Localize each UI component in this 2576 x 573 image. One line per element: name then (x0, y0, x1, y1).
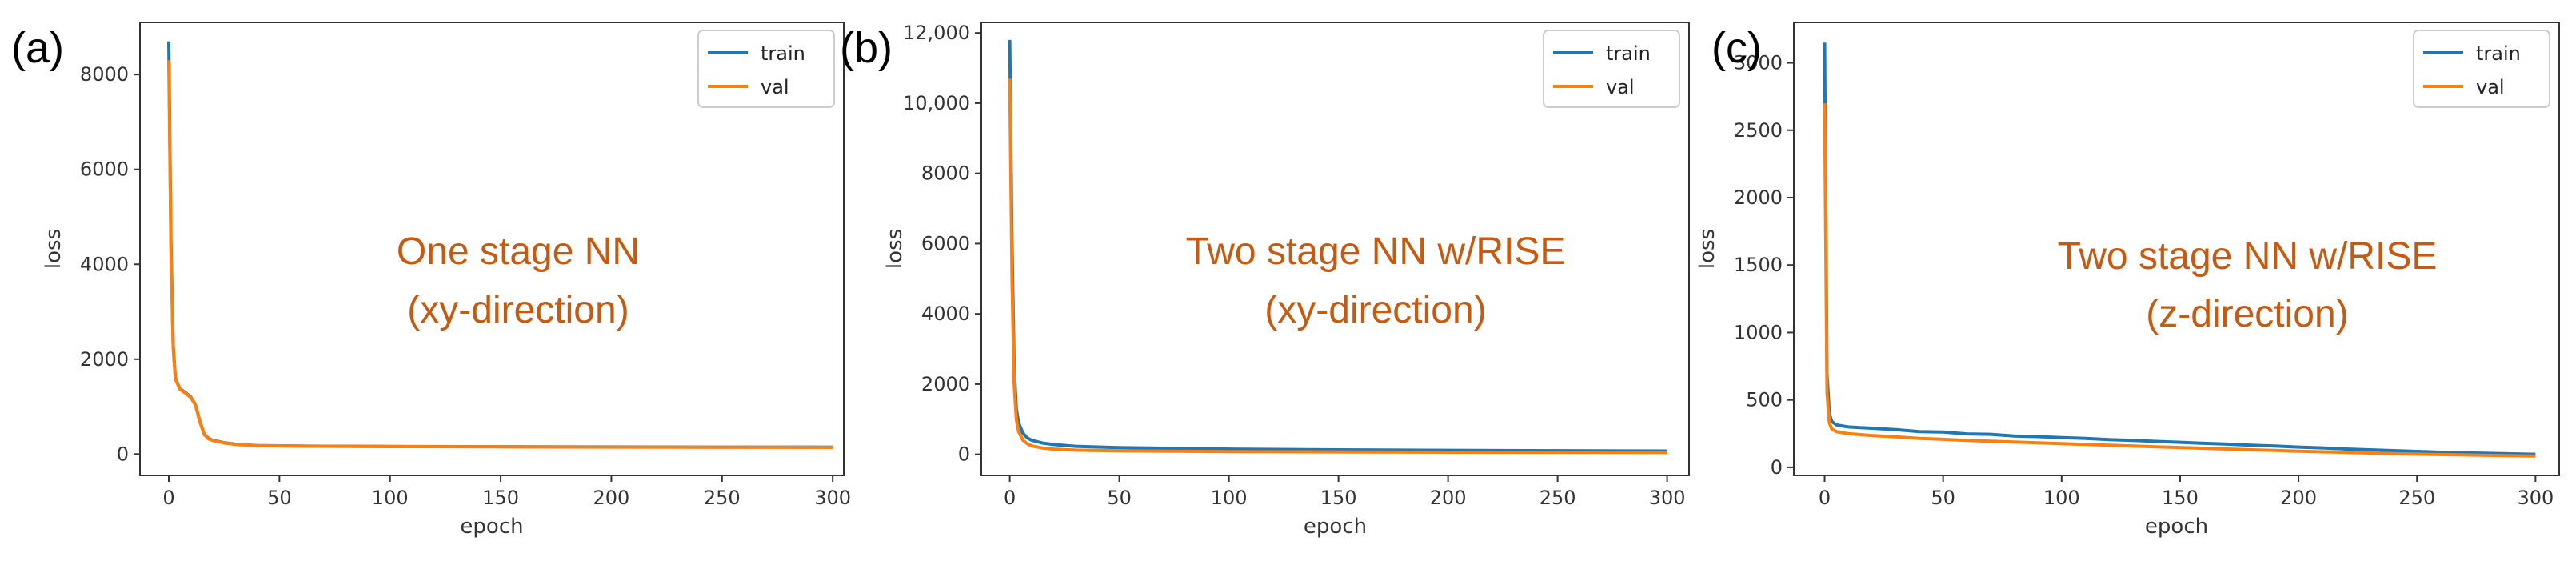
series-line-train (1823, 42, 2536, 456)
y-tick-label: 6000 (80, 158, 129, 181)
legend-label-val: val (761, 76, 789, 98)
panel-c: 0 50 100 150 200 250 3000500100015002000250030… (1695, 22, 2560, 539)
y-axis-label: loss (1695, 229, 1719, 269)
x-axis-label: epoch (460, 515, 523, 539)
x-tick-label: 50 (1107, 487, 1132, 509)
y-axis-label: loss (42, 229, 66, 269)
series-line-val (1823, 103, 2536, 458)
y-tick-label: 2000 (921, 373, 970, 395)
panel-label: (a) (11, 24, 64, 72)
y-tick-label: 8000 (80, 63, 129, 86)
y-tick-label: 0 (1771, 456, 1783, 479)
x-tick-label: 50 (267, 487, 292, 509)
x-tick-label: 50 (1931, 487, 1955, 509)
legend-label-val: val (1606, 76, 1635, 98)
y-tick-label: 3000 (1734, 52, 1783, 74)
annotation-direction: (xy-direction) (407, 289, 629, 331)
x-tick-label: 200 (1430, 487, 1467, 509)
x-tick-label: 0 (162, 487, 174, 509)
x-tick-label: 300 (2517, 487, 2554, 509)
legend-label-train: train (2476, 42, 2521, 65)
y-tick-label: 8000 (921, 162, 970, 185)
x-tick-label: 150 (1320, 487, 1357, 509)
legend-label-train: train (761, 42, 805, 65)
y-tick-label: 6000 (921, 232, 970, 254)
y-tick-label: 0 (117, 443, 129, 465)
series-line-val (167, 60, 833, 449)
x-tick-label: 100 (1211, 487, 1248, 509)
y-tick-label: 1000 (1734, 321, 1783, 343)
y-tick-label: 2000 (1734, 186, 1783, 209)
x-tick-label: 200 (593, 487, 630, 509)
y-tick-label: 12,000 (903, 22, 970, 44)
x-tick-label: 200 (2280, 487, 2317, 509)
series-line-val (1008, 78, 1667, 455)
y-tick-label: 500 (1746, 389, 1783, 411)
y-tick-label: 4000 (921, 303, 970, 325)
y-tick-label: 2000 (80, 348, 129, 371)
x-tick-label: 250 (704, 487, 741, 509)
panel-label: (b) (840, 24, 893, 72)
annotation-title: Two stage NN w/RISE (1186, 230, 1566, 273)
x-tick-label: 250 (1540, 487, 1576, 509)
x-tick-label: 300 (1649, 487, 1686, 509)
panel-b: 0 50 100 150 200 250 300 0 2000 4000 6000 8000 10,00… (840, 22, 1690, 539)
annotation-title: One stage NN (397, 230, 640, 273)
legend-label-val: val (2476, 76, 2505, 98)
x-axis-label: epoch (1304, 515, 1367, 539)
annotation-direction: (z-direction) (2146, 293, 2348, 335)
panel-a: 0 50 100 150 200 250 300 0 2000 4000 6000 8000 epoch… (11, 22, 851, 539)
x-tick-label: 0 (1819, 487, 1831, 509)
annotation-direction: (xy-direction) (1264, 289, 1486, 331)
legend: train val (697, 30, 835, 108)
x-tick-label: 250 (2398, 487, 2435, 509)
y-tick-label: 1500 (1734, 254, 1783, 276)
x-tick-label: 150 (482, 487, 519, 509)
annotation-title: Two stage NN w/RISE (2058, 235, 2438, 278)
y-tick-label: 10,000 (903, 92, 970, 114)
legend: train val (1543, 30, 1680, 108)
x-tick-label: 300 (814, 487, 851, 509)
y-axis-label: loss (883, 229, 907, 269)
y-tick-label: 4000 (80, 253, 129, 275)
legend: train val (2413, 30, 2550, 108)
legend-label-train: train (1606, 42, 1651, 65)
x-tick-label: 0 (1004, 487, 1016, 509)
x-axis-label: epoch (2145, 515, 2208, 539)
x-tick-label: 100 (372, 487, 409, 509)
x-tick-label: 150 (2162, 487, 2199, 509)
y-tick-label: 0 (958, 443, 970, 466)
x-tick-label: 100 (2043, 487, 2080, 509)
panel-label: (c) (1711, 24, 1762, 72)
y-tick-label: 2500 (1734, 119, 1783, 142)
